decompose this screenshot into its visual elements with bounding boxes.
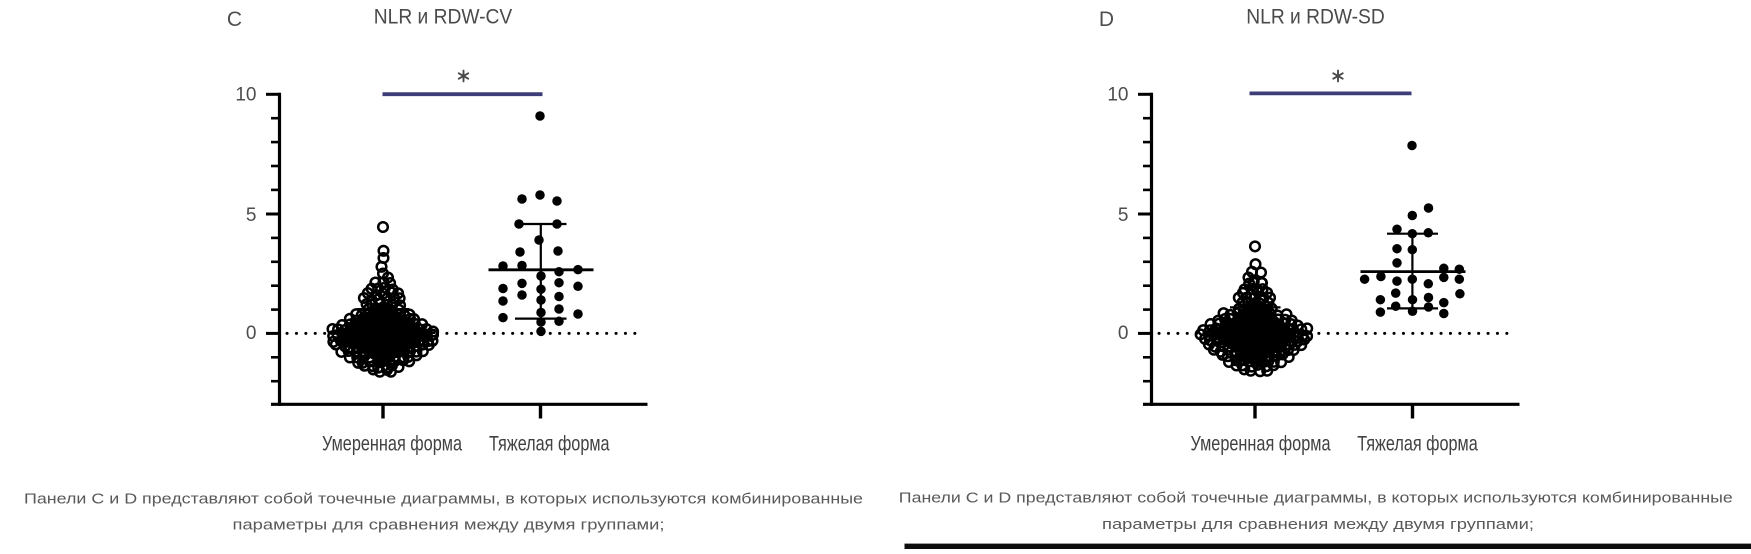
svg-text:5: 5 [246, 205, 257, 226]
svg-text:Умеренная форма: Умеренная форма [322, 433, 462, 456]
svg-text:параметры для сравнения между: параметры для сравнения между двумя груп… [233, 517, 665, 534]
svg-text:NLR и RDW-CV: NLR и RDW-CV [374, 5, 513, 29]
svg-text:Панели C и D представляют собо: Панели C и D представляют собой точечные… [899, 489, 1733, 506]
svg-text:D: D [1099, 8, 1114, 31]
svg-text:Тяжелая форма: Тяжелая форма [489, 433, 610, 456]
svg-text:Тяжелая форма: Тяжелая форма [1357, 433, 1478, 456]
svg-text:параметры для сравнения между: параметры для сравнения между двумя груп… [1102, 516, 1534, 533]
svg-text:0: 0 [1118, 323, 1129, 344]
svg-text:5: 5 [1118, 205, 1129, 226]
svg-text:Панели C и D представляют собо: Панели C и D представляют собой точечные… [24, 490, 863, 507]
svg-text:C: C [227, 8, 242, 31]
svg-text:Умеренная форма: Умеренная форма [1191, 433, 1331, 456]
svg-text:0: 0 [246, 323, 257, 344]
svg-text:10: 10 [235, 85, 256, 106]
svg-text:NLR и RDW-SD: NLR и RDW-SD [1246, 5, 1385, 29]
svg-text:10: 10 [1107, 85, 1128, 106]
